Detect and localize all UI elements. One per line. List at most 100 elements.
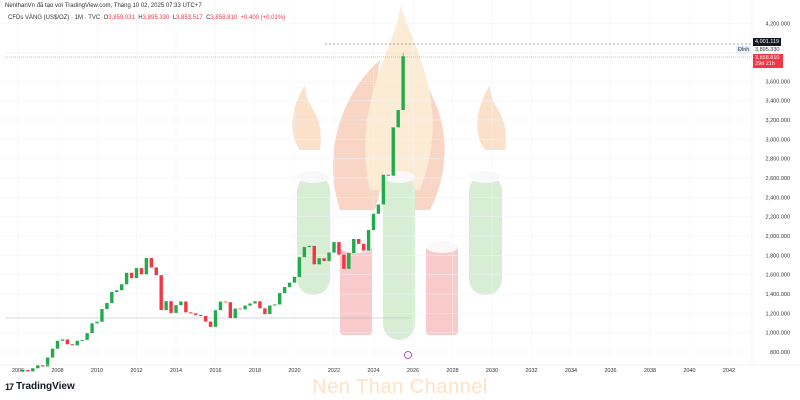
candle (21, 369, 25, 372)
candle (119, 284, 124, 291)
y-tick-label: 1,600.000 (766, 273, 790, 279)
y-tick-label: 2,800.000 (766, 157, 790, 163)
candle (149, 258, 154, 268)
candle (263, 308, 267, 315)
x-tick-label: 2032 (525, 368, 537, 374)
candle (144, 258, 149, 275)
x-tick-label: 2010 (91, 368, 103, 374)
candle (203, 316, 208, 322)
y-tick-label: 1,000.000 (766, 331, 790, 337)
x-tick-label: 2030 (486, 368, 498, 374)
x-tick-label: 2026 (407, 368, 419, 374)
y-tick-label: 3,400.000 (766, 99, 790, 105)
candle (100, 309, 104, 322)
y-tick-label: 2,200.000 (766, 215, 790, 221)
candle (342, 254, 346, 269)
candle (60, 339, 65, 341)
candle (55, 340, 60, 349)
y-tick-label: 1,800.000 (766, 253, 790, 259)
candle (95, 321, 99, 324)
candle (189, 312, 193, 314)
candle (371, 213, 376, 231)
candle (159, 275, 163, 311)
candle (218, 301, 223, 311)
candle (248, 303, 252, 306)
candle (139, 268, 144, 275)
candle (361, 243, 366, 251)
candle (277, 293, 282, 305)
candle (238, 308, 242, 310)
candle (347, 253, 351, 269)
low-value: 3,853.517 (176, 15, 203, 21)
last-price-tag: 3,858.810 29d 21h (753, 54, 783, 68)
candle (356, 238, 361, 244)
x-tick-label: 2020 (288, 368, 300, 374)
candle (282, 287, 287, 294)
x-tick-label: 2012 (130, 368, 142, 374)
x-tick-label: 2018 (249, 368, 261, 374)
x-tick-label: 2038 (644, 368, 656, 374)
symbol-name[interactable]: CFDs VÀNG (US$/OZ) · 1M · TVC (8, 15, 101, 21)
y-tick-label: 1,200.000 (766, 311, 790, 317)
candle (50, 348, 55, 358)
candle (376, 204, 381, 214)
candle (401, 56, 405, 111)
symbol-legend: CFDs VÀNG (US$/OZ) · 1M · TVC O3,859.031… (8, 15, 286, 21)
flame-watermark-logo (292, 5, 506, 340)
candle (228, 302, 233, 319)
candle (337, 242, 341, 255)
candle (223, 301, 228, 303)
candle (70, 344, 75, 346)
candle (110, 291, 114, 303)
candle (169, 301, 173, 313)
candle (31, 368, 35, 372)
dinh-label: Đỉnh (736, 46, 752, 54)
candle (312, 245, 316, 265)
open-value: 3,859.031 (108, 15, 135, 21)
high-value: 3,895.330 (142, 15, 170, 21)
candle (268, 305, 272, 315)
x-tick-label: 2008 (51, 368, 63, 374)
candle (307, 245, 312, 248)
dividend-event-icon[interactable] (404, 351, 412, 359)
candle (352, 238, 356, 254)
candle (174, 305, 178, 313)
candle (292, 276, 297, 283)
candle (253, 301, 257, 304)
candle (124, 272, 129, 285)
candle (243, 305, 247, 310)
candle (273, 304, 277, 306)
candle (332, 242, 336, 253)
candle (90, 323, 94, 334)
close-value: 3,858.810 (210, 15, 238, 21)
candle (194, 313, 198, 315)
y-tick-label: 2,600.000 (766, 176, 790, 182)
x-tick-label: 2022 (328, 368, 340, 374)
candle (154, 267, 158, 276)
candle (322, 258, 326, 261)
candle (381, 174, 386, 205)
x-tick-label: 2034 (565, 368, 577, 374)
candle (36, 365, 40, 369)
x-tick-label: 2036 (604, 368, 616, 374)
y-tick-label: 800.000 (770, 350, 790, 356)
candle (258, 301, 262, 309)
candle (208, 321, 213, 327)
candle (65, 339, 70, 345)
candle (213, 310, 218, 327)
x-tick-label: 2016 (209, 368, 221, 374)
candle (179, 301, 183, 306)
candle (129, 272, 134, 279)
candle (327, 252, 331, 261)
candle (40, 365, 45, 367)
candle (134, 268, 139, 279)
candle (184, 301, 188, 313)
candle (115, 290, 119, 292)
candle (164, 301, 168, 311)
candle (85, 333, 89, 340)
candle (317, 258, 321, 265)
high-line-tag: 4,001.119 (753, 38, 782, 46)
bar-countdown: 29d 21h (755, 61, 775, 67)
tradingview-logo[interactable]: 17 TradingView (5, 381, 75, 392)
